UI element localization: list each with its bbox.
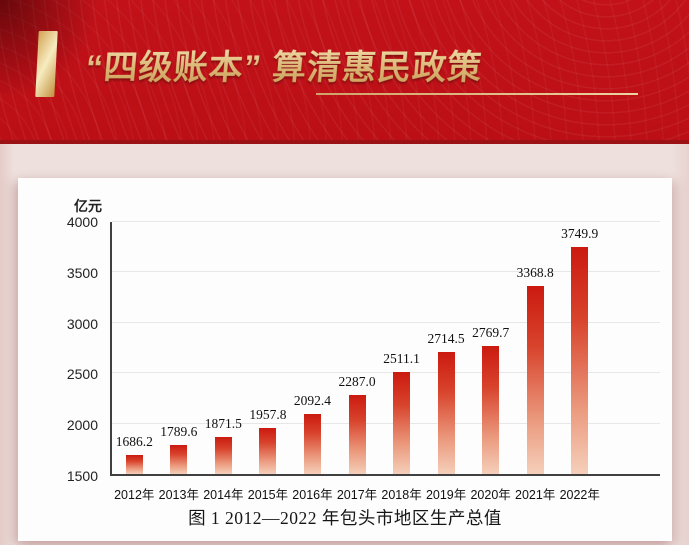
title-accent-bar: [35, 31, 58, 97]
bar-group: 1789.6: [157, 222, 202, 474]
page-title: “四级账本” 算清惠民政策: [84, 40, 648, 89]
bar: [125, 455, 143, 474]
bar: [571, 247, 589, 474]
title-underline: [316, 93, 638, 95]
bar: [214, 436, 232, 474]
bar-value-label: 1957.8: [249, 406, 287, 422]
plot-area: 1686.2 1789.6 1871.5 1957.8 2092.4 2287.0 2511…: [110, 221, 660, 476]
x-tick-label: 2016年: [292, 488, 333, 502]
bars-row: 1686.2 1789.6 1871.5 1957.8 2092.4 2287.0 2511…: [112, 222, 602, 474]
bar-group: 3749.9: [557, 222, 602, 474]
x-tick-label: 2014年: [203, 488, 244, 502]
bar: [303, 414, 321, 474]
bar: [259, 427, 277, 474]
bar-value-label: 2511.1: [383, 351, 420, 367]
x-tick-label: 2020年: [470, 488, 511, 502]
x-tick-label: 2018年: [381, 488, 422, 502]
y-tick-label: 4000: [66, 214, 98, 230]
gridline: [112, 221, 660, 222]
y-tick-label: 2500: [66, 366, 98, 383]
bar-group: 2287.0: [335, 222, 380, 474]
x-tick-label: 2022年: [559, 488, 600, 502]
bar-value-label: 3749.9: [561, 226, 599, 242]
gridline: [112, 372, 660, 374]
bar-value-label: 2769.7: [472, 325, 510, 341]
bar-value-label: 2287.0: [338, 373, 376, 389]
gridline: [112, 271, 660, 273]
x-axis-labels: 2012年 2013年 2014年 2015年 2016年 2017年 2018年 2019年…: [112, 484, 602, 503]
y-tick-label: 1500: [66, 468, 98, 484]
x-tick-label: 2013年: [158, 488, 199, 502]
x-tick-label: 2019年: [425, 488, 467, 502]
bar: [482, 346, 500, 474]
y-axis-unit-label: 亿元: [74, 198, 102, 214]
bar-group: 2714.5: [424, 222, 469, 474]
bar-group: 2511.1: [379, 222, 424, 474]
header-banner: “四级账本” 算清惠民政策: [0, 0, 689, 144]
x-tick-label: 2015年: [247, 488, 289, 502]
y-tick-label: 3500: [66, 264, 98, 281]
bar-group: 1686.2: [112, 222, 157, 474]
bar-value-label: 1789.6: [160, 423, 198, 439]
bar-value-label: 2092.4: [293, 393, 332, 409]
bar-group: 1871.5: [201, 222, 246, 474]
bar-value-label: 2714.5: [427, 330, 465, 346]
bar-value-label: 1871.5: [204, 415, 242, 431]
bar-value-label: 1686.2: [115, 434, 153, 450]
y-axis-labels: 1500 2000 2500 3000 3500 4000: [18, 214, 110, 484]
bar: [526, 285, 544, 474]
bar: [393, 372, 411, 474]
chart-card: 亿元 1500 2000 2500 3000 3500 4000 1686.2 1789.6…: [18, 178, 672, 541]
x-tick-label: 2012年: [114, 488, 155, 502]
gridline: [112, 422, 660, 424]
bar-value-label: 3368.8: [516, 264, 554, 280]
x-tick-label: 2021年: [515, 488, 556, 502]
bar: [348, 394, 366, 474]
bar-group: 2769.7: [468, 222, 513, 474]
y-tick-label: 3000: [66, 315, 98, 332]
bar-group: 2092.4: [290, 222, 335, 474]
x-tick-label: 2017年: [336, 488, 378, 502]
bar-group: 1957.8: [246, 222, 291, 474]
gridline: [112, 321, 660, 323]
y-tick-label: 2000: [66, 417, 98, 434]
bar: [437, 351, 455, 474]
bar-group: 3368.8: [513, 222, 558, 474]
chart-caption: 图 1 2012—2022 年包头市地区生产总值: [188, 508, 502, 528]
bar: [170, 444, 188, 474]
